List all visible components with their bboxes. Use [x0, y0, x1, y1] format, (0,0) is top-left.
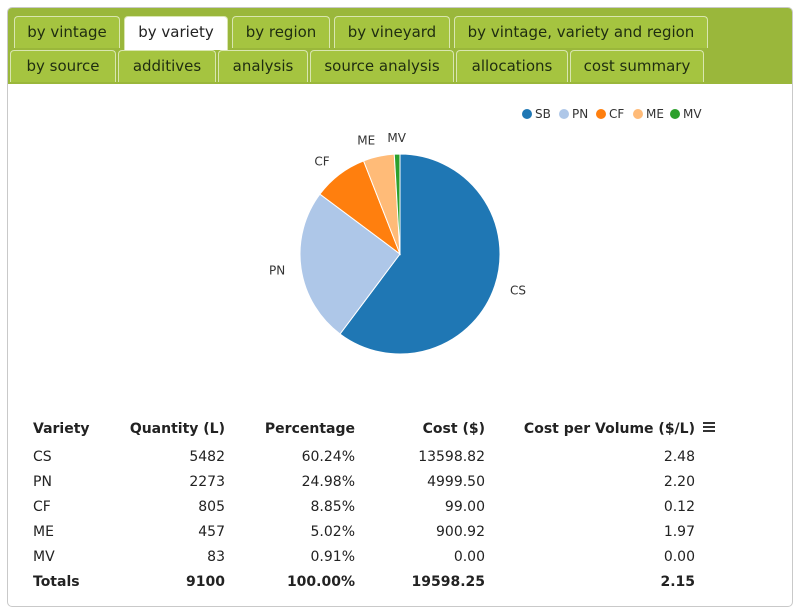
- total-cost-per-volume: 2.15: [660, 573, 695, 590]
- totals-label: Totals: [33, 573, 80, 590]
- totals-row: Totals 9100 100.00% 19598.25 2.15: [33, 569, 725, 594]
- cell-cost: 0.00: [453, 548, 485, 565]
- cell-quantity: 805: [198, 498, 225, 515]
- tab-allocations[interactable]: allocations: [456, 50, 568, 82]
- table-header-row: Variety Quantity (L) Percentage Cost ($)…: [33, 414, 725, 444]
- cell-variety: CS: [33, 448, 52, 465]
- column-header-cost: Cost ($): [422, 421, 485, 437]
- table-row: CF 805 8.85% 99.00 0.12: [33, 494, 725, 519]
- legend-label-me[interactable]: ME: [646, 107, 664, 121]
- table-row: PN 2273 24.98% 4999.50 2.20: [33, 469, 725, 494]
- tab-by-variety[interactable]: by variety: [124, 16, 228, 50]
- tab-bar: by vintage by variety by region by viney…: [8, 8, 792, 84]
- column-header-variety: Variety: [33, 421, 90, 437]
- tab-cost-summary[interactable]: cost summary: [570, 50, 704, 82]
- menu-icon[interactable]: [703, 422, 715, 432]
- legend-marker-cf[interactable]: [596, 109, 606, 119]
- cell-cost: 900.92: [436, 523, 485, 540]
- total-percentage: 100.00%: [286, 573, 355, 590]
- slice-label-mv: MV: [387, 131, 406, 145]
- menu-cell: [695, 414, 725, 444]
- column-header-quantity: Quantity (L): [129, 421, 225, 437]
- slice-label-cs: CS: [510, 284, 526, 298]
- pie-slice-pn[interactable]: [299, 193, 401, 335]
- tab-by-vintage-variety-region[interactable]: by vintage, variety and region: [454, 16, 708, 48]
- cell-quantity: 2273: [189, 473, 225, 490]
- pie-slice-mv[interactable]: [393, 153, 401, 255]
- cell-percentage: 60.24%: [301, 448, 355, 465]
- slice-label-me: ME: [357, 134, 375, 148]
- legend-label-sb[interactable]: SB: [535, 107, 551, 121]
- variety-pie-chart: CS PN CF ME MV SB PN CF ME MV: [269, 107, 702, 355]
- cell-cost-per-volume: 0.12: [663, 498, 695, 515]
- table-row: CS 5482 60.24% 13598.82 2.48: [33, 444, 725, 469]
- cell-variety: MV: [33, 548, 55, 565]
- tab-source-analysis[interactable]: source analysis: [310, 50, 454, 82]
- tab-by-vineyard[interactable]: by vineyard: [334, 16, 450, 48]
- legend-marker-mv[interactable]: [670, 109, 680, 119]
- cell-quantity: 83: [207, 548, 225, 565]
- cell-percentage: 24.98%: [301, 473, 355, 490]
- legend-label-cf[interactable]: CF: [609, 107, 624, 121]
- tab-by-source[interactable]: by source: [10, 50, 116, 82]
- table-row: ME 457 5.02% 900.92 1.97: [33, 519, 725, 544]
- report-panel: by vintage by variety by region by viney…: [7, 7, 793, 607]
- cell-variety: ME: [33, 523, 54, 540]
- slice-label-cf: CF: [314, 155, 329, 169]
- cell-quantity: 5482: [189, 448, 225, 465]
- cell-variety: PN: [33, 473, 52, 490]
- total-cost: 19598.25: [411, 573, 485, 590]
- cell-cost-per-volume: 2.20: [663, 473, 695, 490]
- cell-cost: 4999.50: [427, 473, 485, 490]
- column-header-cost-per-volume: Cost per Volume ($/L): [523, 421, 695, 437]
- table-row: MV 83 0.91% 0.00 0.00: [33, 544, 725, 569]
- slice-label-pn: PN: [269, 264, 285, 278]
- cell-percentage: 0.91%: [310, 548, 355, 565]
- variety-summary-table: Variety Quantity (L) Percentage Cost ($)…: [33, 414, 725, 594]
- legend-marker-pn[interactable]: [559, 109, 569, 119]
- column-header-percentage: Percentage: [264, 421, 355, 437]
- legend-label-pn[interactable]: PN: [572, 107, 588, 121]
- cell-cost: 99.00: [444, 498, 485, 515]
- cell-cost-per-volume: 0.00: [663, 548, 695, 565]
- cell-percentage: 5.02%: [310, 523, 355, 540]
- cell-cost: 13598.82: [418, 448, 485, 465]
- legend-marker-sb[interactable]: [522, 109, 532, 119]
- total-quantity: 9100: [186, 573, 225, 590]
- tab-by-region[interactable]: by region: [232, 16, 330, 48]
- pie-slice-cs[interactable]: [339, 153, 501, 355]
- tab-additives[interactable]: additives: [118, 50, 216, 82]
- legend-label-mv[interactable]: MV: [683, 107, 702, 121]
- tab-analysis[interactable]: analysis: [218, 50, 308, 82]
- tab-by-vintage[interactable]: by vintage: [14, 16, 120, 48]
- cell-variety: CF: [33, 498, 51, 515]
- legend-marker-me[interactable]: [633, 109, 643, 119]
- cell-cost-per-volume: 1.97: [663, 523, 695, 540]
- cell-percentage: 8.85%: [310, 498, 355, 515]
- cell-cost-per-volume: 2.48: [663, 448, 695, 465]
- cell-quantity: 457: [198, 523, 225, 540]
